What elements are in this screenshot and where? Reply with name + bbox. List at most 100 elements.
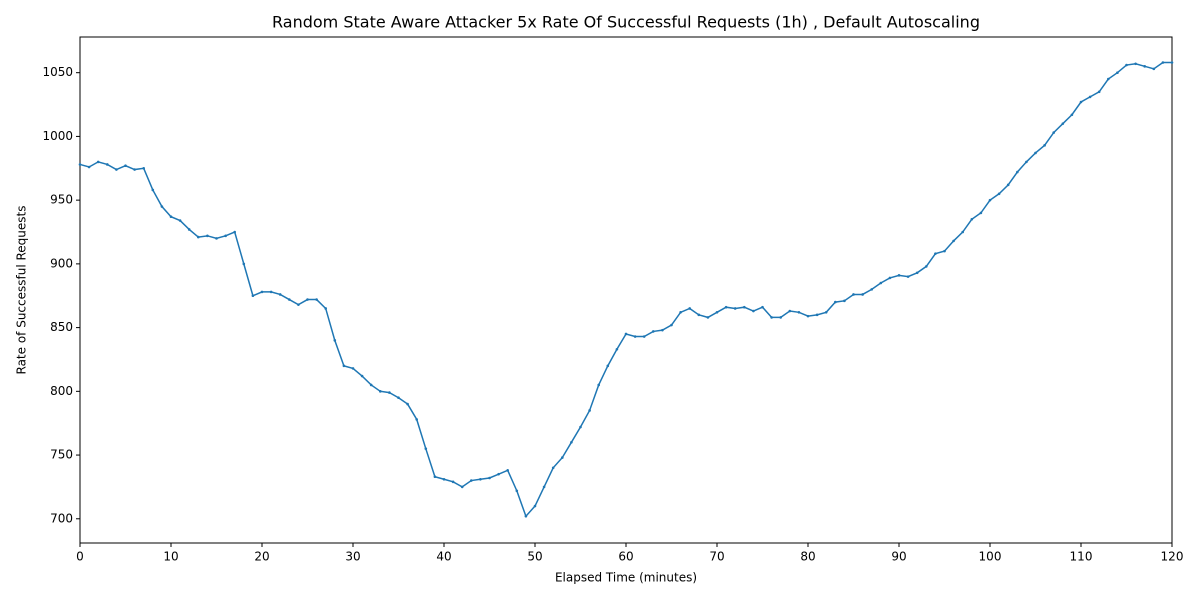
data-point — [78, 163, 82, 166]
chart-title: Random State Aware Attacker 5x Rate Of S… — [272, 13, 980, 32]
data-point — [715, 311, 719, 314]
x-tick-label: 120 — [1161, 550, 1184, 564]
y-tick-label: 1000 — [42, 129, 73, 143]
data-point — [697, 313, 701, 317]
y-tick-label: 950 — [50, 193, 73, 207]
data-line — [79, 61, 1172, 518]
data-point — [1043, 144, 1046, 147]
data-point — [115, 168, 118, 171]
data-point — [369, 383, 373, 387]
data-point — [1061, 122, 1065, 125]
data-point — [269, 290, 273, 294]
x-tick-label: 80 — [800, 550, 815, 564]
data-point — [961, 230, 964, 234]
data-point — [1034, 151, 1037, 155]
data-point — [988, 198, 992, 202]
data-point — [606, 364, 610, 368]
data-point — [515, 489, 519, 493]
data-point — [806, 314, 810, 318]
data-point — [1052, 131, 1055, 134]
data-point — [970, 217, 974, 221]
data-point — [333, 339, 337, 342]
data-point — [288, 298, 291, 301]
data-point — [415, 418, 419, 421]
data-point — [815, 313, 819, 317]
data-point — [952, 239, 955, 243]
x-tick-label: 20 — [254, 550, 269, 564]
data-point — [1006, 183, 1010, 187]
data-point — [652, 330, 655, 333]
data-point — [561, 456, 564, 459]
y-tick-label: 850 — [50, 320, 73, 334]
data-point — [342, 364, 346, 368]
data-point — [197, 235, 200, 239]
data-point — [397, 396, 400, 400]
data-point — [770, 316, 773, 319]
data-point — [670, 323, 673, 327]
y-tick-label: 700 — [50, 511, 73, 525]
data-point — [624, 332, 628, 336]
data-point — [451, 480, 455, 484]
data-point — [979, 211, 983, 215]
data-point — [542, 485, 546, 489]
data-point — [724, 305, 728, 309]
data-point — [160, 205, 164, 208]
data-point — [360, 374, 364, 378]
data-point — [1070, 113, 1074, 117]
data-point — [479, 477, 482, 481]
data-point — [788, 309, 792, 313]
data-point — [87, 165, 91, 169]
data-point — [1097, 90, 1101, 94]
x-tick-label: 10 — [163, 550, 178, 564]
x-tick-label: 100 — [979, 550, 1002, 564]
data-point — [752, 309, 755, 313]
data-point — [506, 469, 510, 472]
data-point — [688, 307, 691, 310]
y-tick-label: 1050 — [42, 65, 73, 79]
data-point — [351, 367, 355, 370]
data-point — [925, 265, 928, 268]
data-point — [579, 425, 582, 429]
x-tick-label: 70 — [709, 550, 724, 564]
data-point — [824, 311, 828, 314]
data-point — [861, 293, 864, 296]
data-point — [470, 479, 473, 482]
x-tick-label: 110 — [1070, 550, 1093, 564]
data-point — [934, 252, 937, 255]
data-point — [424, 447, 428, 450]
x-tick-label: 30 — [345, 550, 360, 564]
y-axis-label: Rate of Successful Requests — [15, 206, 29, 375]
data-point — [679, 311, 682, 314]
data-point — [761, 305, 764, 309]
data-point — [779, 316, 782, 319]
y-tick-label: 900 — [50, 256, 73, 270]
data-point — [260, 290, 264, 294]
data-point — [442, 477, 446, 481]
data-point — [1088, 95, 1092, 99]
data-point — [733, 307, 737, 310]
data-point — [852, 293, 855, 296]
data-point — [1107, 77, 1110, 81]
data-point — [433, 475, 437, 479]
x-tick-label: 90 — [891, 550, 906, 564]
data-point — [897, 274, 901, 277]
data-point — [524, 514, 528, 518]
data-point — [888, 276, 892, 280]
data-point — [169, 215, 173, 219]
data-point — [570, 441, 573, 444]
data-point — [215, 237, 218, 240]
data-point — [797, 311, 801, 314]
data-point — [1152, 67, 1156, 71]
data-point — [879, 281, 883, 285]
x-tick-label: 0 — [76, 550, 84, 564]
data-point — [242, 262, 246, 266]
data-point — [178, 219, 182, 222]
data-point — [324, 307, 328, 310]
data-point — [388, 391, 391, 394]
data-point — [224, 234, 227, 238]
data-point — [251, 294, 255, 298]
data-point — [151, 188, 155, 192]
x-axis-label: Elapsed Time (minutes) — [555, 571, 697, 585]
data-point — [633, 335, 637, 338]
